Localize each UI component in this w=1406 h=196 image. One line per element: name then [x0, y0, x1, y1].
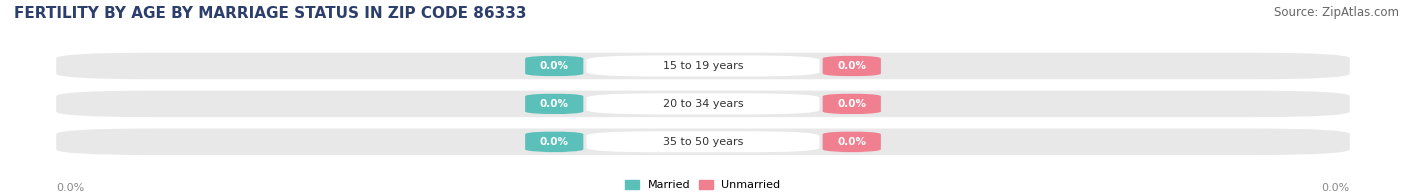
FancyBboxPatch shape: [56, 129, 1350, 155]
Text: 0.0%: 0.0%: [540, 61, 569, 71]
Text: 20 to 34 years: 20 to 34 years: [662, 99, 744, 109]
FancyBboxPatch shape: [586, 131, 820, 152]
Text: 0.0%: 0.0%: [837, 99, 866, 109]
FancyBboxPatch shape: [56, 91, 1350, 117]
Text: FERTILITY BY AGE BY MARRIAGE STATUS IN ZIP CODE 86333: FERTILITY BY AGE BY MARRIAGE STATUS IN Z…: [14, 6, 527, 21]
Legend: Married, Unmarried: Married, Unmarried: [626, 180, 780, 191]
Text: 0.0%: 0.0%: [837, 61, 866, 71]
FancyBboxPatch shape: [586, 55, 820, 77]
Text: 15 to 19 years: 15 to 19 years: [662, 61, 744, 71]
FancyBboxPatch shape: [526, 93, 583, 114]
FancyBboxPatch shape: [526, 131, 583, 152]
Text: 0.0%: 0.0%: [56, 183, 84, 193]
Text: 0.0%: 0.0%: [1322, 183, 1350, 193]
FancyBboxPatch shape: [526, 55, 583, 77]
Text: 0.0%: 0.0%: [540, 137, 569, 147]
Text: 0.0%: 0.0%: [540, 99, 569, 109]
FancyBboxPatch shape: [823, 55, 882, 77]
FancyBboxPatch shape: [56, 53, 1350, 79]
FancyBboxPatch shape: [823, 131, 882, 152]
Text: Source: ZipAtlas.com: Source: ZipAtlas.com: [1274, 6, 1399, 19]
Text: 0.0%: 0.0%: [837, 137, 866, 147]
FancyBboxPatch shape: [823, 93, 882, 114]
FancyBboxPatch shape: [586, 93, 820, 114]
Text: 35 to 50 years: 35 to 50 years: [662, 137, 744, 147]
